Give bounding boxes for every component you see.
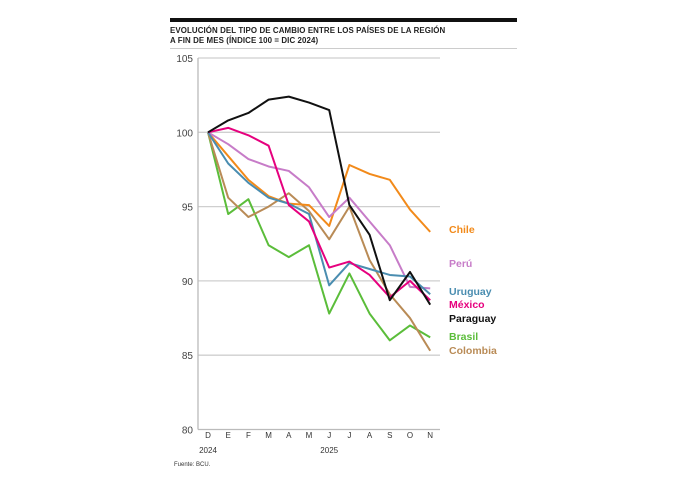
- x-tick-label: N: [427, 431, 433, 440]
- series-line-uruguay: [207, 131, 431, 296]
- source-note: Fuente: BCU.: [174, 462, 211, 468]
- y-tick-label: 100: [176, 128, 193, 139]
- title-line-1: EVOLUCIÓN DEL TIPO DE CAMBIO ENTRE LOS P…: [170, 25, 446, 35]
- series-label: Colombia: [449, 345, 497, 357]
- x-tick-label: J: [327, 431, 331, 440]
- x-tick-label: F: [246, 431, 251, 440]
- series-label: Paraguay: [449, 313, 496, 325]
- year-label: 2025: [320, 446, 338, 455]
- series-line-brasil: [207, 132, 431, 342]
- year-label: 2024: [199, 446, 217, 455]
- series-line-chile: [207, 131, 431, 233]
- series-label: Chile: [449, 224, 475, 236]
- x-tick-label: A: [286, 431, 292, 440]
- y-tick-label: 90: [182, 277, 194, 288]
- top-rule: [170, 18, 517, 22]
- y-tick-label: 85: [182, 351, 194, 362]
- series-line-paraguay: [207, 95, 432, 306]
- chart-title: EVOLUCIÓN DEL TIPO DE CAMBIO ENTRE LOS P…: [170, 25, 489, 45]
- title-divider: [170, 48, 517, 49]
- x-tick-label: A: [367, 431, 373, 440]
- x-tick-label: M: [265, 431, 272, 440]
- x-tick-label: O: [407, 431, 413, 440]
- series-label: México: [449, 299, 485, 311]
- series-line-colombia: [207, 132, 432, 352]
- series-label: Uruguay: [449, 286, 492, 298]
- x-tick-label: J: [347, 431, 351, 440]
- x-tick-label: E: [226, 431, 231, 440]
- x-tick-label: M: [306, 431, 313, 440]
- y-tick-label: 95: [182, 203, 194, 214]
- y-tick-label: 80: [182, 426, 194, 437]
- x-tick-label: D: [205, 431, 211, 440]
- y-tick-label: 105: [176, 54, 193, 65]
- series-label: Brasil: [449, 331, 478, 343]
- x-tick-label: S: [387, 431, 392, 440]
- series-label: Perú: [449, 258, 472, 270]
- title-line-2: A FIN DE MES (ÍNDICE 100 = DIC 2024): [170, 35, 319, 45]
- series-line-perú: [207, 131, 431, 290]
